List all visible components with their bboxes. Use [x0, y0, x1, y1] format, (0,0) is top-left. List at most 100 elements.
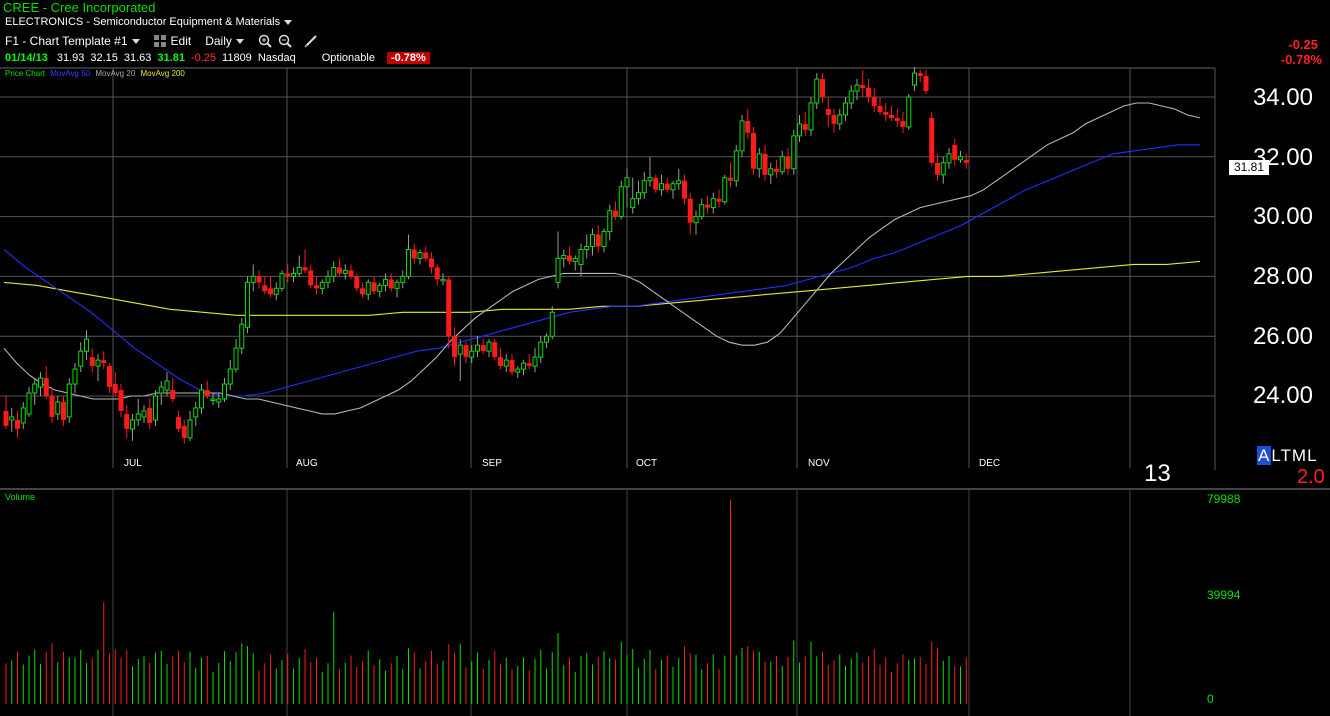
month-label: JUL	[124, 458, 142, 469]
candle-body	[26, 392, 32, 415]
zoom-out-button[interactable]	[278, 34, 292, 48]
industry-selector[interactable]: ELECTRONICS - Semiconductor Equipment & …	[5, 16, 293, 28]
candle-body	[440, 278, 446, 282]
candle-body	[751, 132, 756, 169]
optionable-label: Optionable	[321, 52, 375, 64]
edit-button[interactable]: Edit	[153, 34, 191, 48]
candle-body	[521, 362, 526, 370]
candle-body	[935, 162, 940, 175]
candle-body	[716, 198, 722, 202]
candle-body	[245, 281, 250, 328]
candle-body	[797, 123, 802, 137]
candle-body	[342, 269, 348, 274]
candle-body	[388, 279, 394, 289]
candle-body	[693, 216, 699, 224]
candle-body	[147, 407, 153, 423]
quote-low: 31.63	[123, 52, 152, 64]
candle-body	[871, 97, 877, 106]
candle-body	[618, 186, 624, 218]
altml-value: 2.0	[1297, 466, 1325, 488]
chart-template-dropdown[interactable]: F1 - Chart Template #1	[5, 34, 140, 48]
candle-body	[3, 410, 9, 426]
candle-body	[84, 338, 89, 352]
candle-body	[676, 180, 682, 185]
candle-body	[578, 248, 584, 265]
candle-body	[917, 73, 923, 77]
candle-body	[308, 270, 314, 286]
symbol-title[interactable]: CREE - Cree Incorporated	[3, 0, 156, 15]
candle-body	[434, 267, 440, 280]
quote-pct-badge: -0.78%	[386, 52, 430, 64]
candle-body	[670, 183, 676, 191]
candle-body	[653, 177, 659, 190]
ma200-line	[3, 260, 1201, 316]
candle-body	[118, 390, 124, 411]
candle-body	[733, 150, 739, 182]
candle-body	[446, 279, 452, 337]
candle-body	[331, 266, 337, 277]
toolbar: F1 - Chart Template #1 Edit Daily	[5, 34, 332, 48]
candle-body	[837, 114, 843, 125]
candle-body	[866, 88, 871, 97]
candle-body	[141, 410, 147, 418]
zoom-in-button[interactable]	[258, 34, 272, 48]
candle-body	[61, 401, 66, 420]
candle-body	[561, 254, 567, 259]
zoom-in-icon	[258, 34, 272, 48]
candle-body	[337, 267, 342, 274]
legend-ma50[interactable]: MovAvg 50	[50, 69, 91, 78]
candle-body	[699, 204, 705, 218]
period-dropdown[interactable]: Daily	[205, 34, 244, 48]
candle-body	[963, 159, 969, 163]
candle-body	[170, 390, 176, 399]
candle-body	[107, 366, 112, 388]
chevron-down-icon	[131, 38, 140, 44]
chevron-down-icon	[284, 19, 293, 25]
candle-body	[664, 183, 670, 190]
candle-body	[216, 398, 222, 403]
y-tick-label: 26.00	[1252, 323, 1313, 350]
candle-body	[348, 270, 354, 277]
candle-body	[101, 360, 107, 364]
candle-body	[153, 395, 158, 421]
candle-body	[572, 257, 578, 262]
altml-toggle[interactable]: ALTML	[1257, 446, 1318, 466]
candle-body	[417, 251, 423, 259]
zoom-out-icon	[278, 34, 292, 48]
legend-ma20[interactable]: MovAvg 20	[95, 69, 136, 78]
quote-date: 01/14/13	[5, 52, 48, 64]
candle-body	[360, 288, 365, 295]
candle-body	[187, 419, 193, 439]
quote-bar: 01/14/13 31.93 32.15 31.63 31.81 -0.25 1…	[5, 52, 436, 64]
candle-body	[515, 368, 521, 373]
candle-body	[900, 120, 906, 127]
candle-body	[825, 108, 831, 115]
legend-ma200[interactable]: MovAvg 200	[140, 69, 185, 78]
candle-body	[199, 389, 204, 409]
candle-body	[555, 257, 561, 283]
draw-tool-button[interactable]	[304, 34, 318, 48]
candle-body	[498, 357, 503, 367]
candle-body	[492, 342, 498, 358]
candle-body	[291, 272, 296, 277]
candle-body	[469, 350, 475, 358]
candle-body	[567, 255, 572, 262]
candle-body	[544, 335, 549, 343]
candle-body	[883, 111, 889, 115]
candle-body	[204, 390, 210, 396]
candle-body	[15, 419, 20, 429]
candle-body	[20, 407, 26, 424]
candle-body	[601, 231, 607, 248]
candle-body	[72, 368, 78, 385]
candle-body	[613, 210, 618, 217]
volume-tick-label: 79988	[1207, 492, 1241, 506]
candle-body	[762, 153, 768, 175]
legend-price-chart[interactable]: Price Chart	[5, 69, 46, 78]
candle-body	[848, 90, 854, 104]
candle-body	[659, 183, 664, 191]
candle-body	[32, 383, 38, 394]
quote-open: 31.93	[56, 52, 85, 64]
month-label: DEC	[979, 458, 1001, 469]
ma50-line	[3, 144, 1200, 397]
